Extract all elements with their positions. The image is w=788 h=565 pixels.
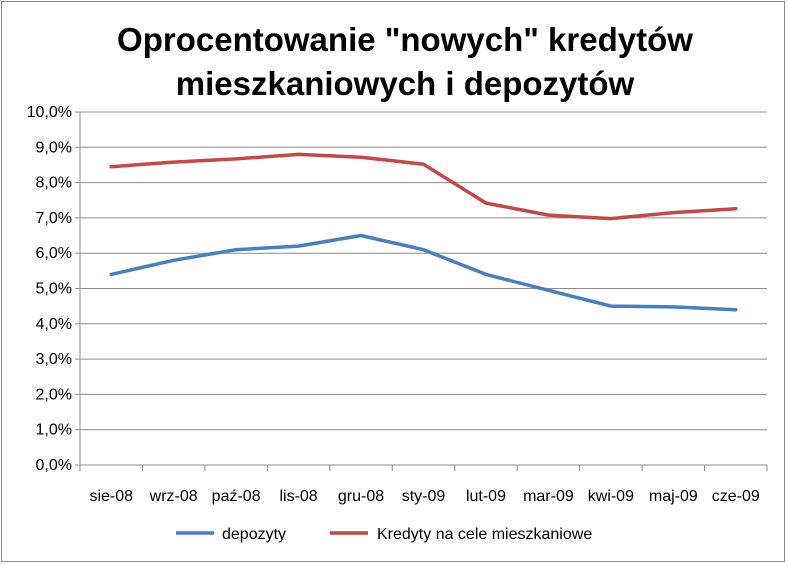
y-tick-label: 7,0%: [36, 210, 72, 227]
x-tick-label: lut-09: [466, 488, 506, 505]
x-tick-label: lis-08: [279, 488, 317, 505]
x-tick-label: wrz-08: [149, 488, 198, 505]
x-tick-label: paź-08: [212, 488, 261, 505]
series-line-2: [109, 152, 738, 221]
y-tick-label: 2,0%: [36, 386, 72, 403]
y-tick-label: 6,0%: [36, 245, 72, 262]
legend: depozyty Kredyty na cele mieszkaniowe: [176, 526, 592, 543]
y-tick-labels: 0,0% 1,0% 2,0% 3,0% 4,0% 5,0% 6,0% 7,0% 8,0% 9,0%…: [27, 104, 72, 474]
y-tick-label: 1,0%: [36, 422, 72, 439]
y-tick-label: 5,0%: [36, 281, 72, 298]
x-tick-label: mar-09: [523, 488, 574, 505]
chart-title: Oprocentowanie "nowych" kredytów mieszka…: [60, 18, 750, 106]
x-tick-label: kwi-09: [588, 488, 634, 505]
y-tick-label: 10,0%: [27, 104, 72, 121]
series-lines: [109, 152, 738, 312]
chart-title-line2: mieszkaniowych i depozytów: [175, 65, 635, 102]
x-tick-label: maj-09: [649, 488, 698, 505]
y-tick-label: 3,0%: [36, 351, 72, 368]
x-tick-label: sty-09: [402, 488, 446, 505]
y-tick-label: 4,0%: [36, 316, 72, 333]
x-tick-label: sie-08: [89, 488, 133, 505]
y-tick-label: 0,0%: [36, 457, 72, 474]
x-tick-labels: sie-08 wrz-08 paź-08 lis-08 gru-08 sty-09 lut-…: [89, 488, 759, 505]
y-tick-label: 9,0%: [36, 139, 72, 156]
x-tick-label: cze-09: [712, 488, 760, 505]
x-tick-label: gru-08: [338, 488, 384, 505]
chart-title-line1: Oprocentowanie "nowych" kredytów: [117, 21, 693, 58]
legend-label-2: Kredyty na cele mieszkaniowe: [377, 526, 592, 543]
legend-label-1: depozyty: [222, 526, 286, 543]
y-tick-label: 8,0%: [36, 175, 72, 192]
gridlines: [80, 111, 767, 431]
axes: [75, 111, 768, 471]
series-line-1: [109, 233, 738, 312]
